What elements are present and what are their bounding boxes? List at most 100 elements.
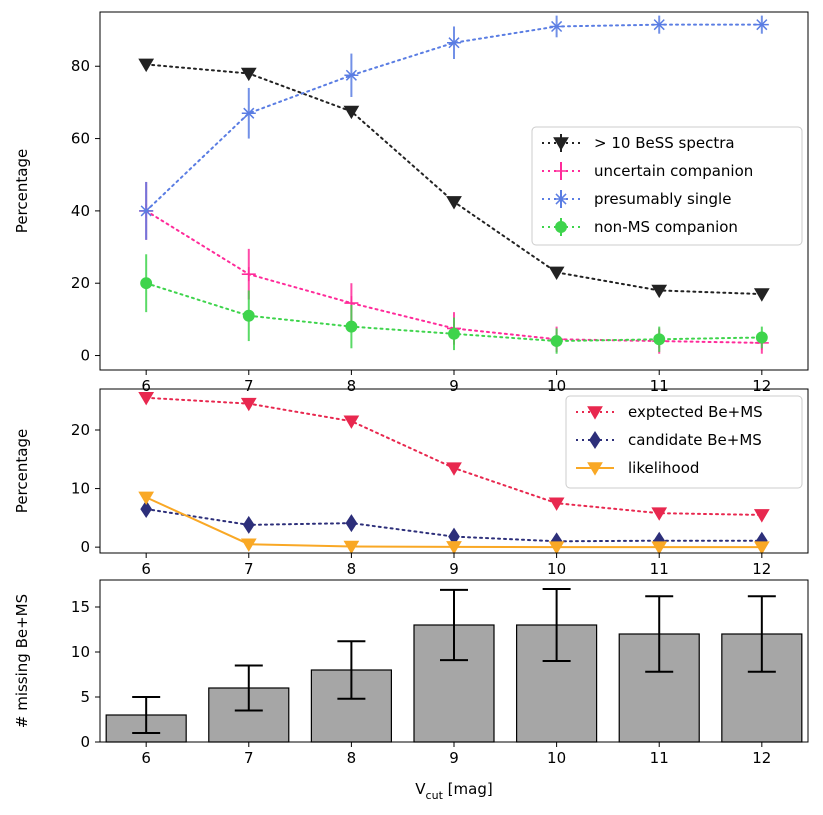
data-point — [753, 509, 770, 523]
legend-box — [531, 126, 803, 246]
x-tick-label: 6 — [141, 377, 151, 395]
legend-label: exptected Be+MS — [628, 403, 763, 421]
data-point — [653, 333, 666, 346]
legend-label: candidate Be+MS — [628, 431, 762, 449]
legend-marker — [587, 406, 603, 420]
x-tick-label: 11 — [650, 749, 669, 767]
y-tick-label: 0 — [80, 538, 90, 556]
y-tick-label: 0 — [80, 347, 90, 365]
data-point — [343, 105, 360, 120]
y-tick-label: 40 — [71, 202, 90, 220]
data-point — [240, 538, 257, 552]
x-tick-label: 11 — [650, 377, 669, 395]
data-point — [139, 205, 154, 217]
data-point — [448, 327, 460, 340]
data-point — [241, 267, 256, 282]
data-point — [446, 462, 462, 476]
middle-panel: 6 7 8 9 10 11 12 0 10 20 Percentage exptected Be+MS… — [13, 388, 809, 578]
data-point — [240, 397, 257, 412]
y-tick-label: 0 — [80, 733, 90, 751]
legend: exptected Be+MS candidate Be+MS likelihood — [565, 395, 803, 489]
series-0 — [138, 392, 770, 523]
series-2 — [138, 491, 770, 555]
legend-marker — [554, 193, 568, 205]
x-tick-label: 9 — [449, 749, 459, 767]
legend-marker — [587, 462, 603, 476]
legend-marker — [554, 164, 568, 178]
data-point — [345, 320, 358, 333]
x-axis-label: Vcut [mag] — [415, 780, 492, 802]
data-point — [753, 288, 770, 302]
data-point — [242, 515, 255, 534]
legend-label: presumably single — [594, 190, 731, 208]
data-point — [549, 20, 564, 33]
y-tick-label: 10 — [71, 480, 90, 498]
y-tick-label: 80 — [71, 57, 90, 75]
data-point — [138, 392, 155, 406]
data-point — [241, 107, 256, 119]
x-tick-label: 9 — [449, 377, 459, 395]
y-axis-label: # missing Be+MS — [13, 594, 31, 728]
legend-label: > 10 BeSS spectra — [594, 134, 735, 152]
x-tick-label: 8 — [347, 377, 357, 395]
legend-box — [565, 395, 803, 489]
x-tick-label: 12 — [752, 749, 771, 767]
legend-label: non-MS companion — [594, 218, 738, 236]
data-point — [138, 58, 155, 73]
data-point — [446, 541, 462, 555]
x-tick-label: 6 — [141, 749, 151, 767]
top-panel: 6 7 8 9 10 11 12 0 20 40 60 80 Percentage > 10 BeSS s… — [13, 11, 809, 395]
x-tick-label: 6 — [141, 560, 151, 578]
x-tick-label: 7 — [244, 560, 254, 578]
x-tick-label: 7 — [244, 749, 254, 767]
data-point — [651, 507, 668, 521]
x-tick-label: 7 — [244, 377, 254, 395]
y-axis-label: Percentage — [13, 429, 31, 513]
y-tick-label: 60 — [71, 130, 90, 148]
x-tick-label: 10 — [547, 560, 566, 578]
legend: > 10 BeSS spectra uncertain companion pres… — [531, 126, 803, 246]
y-tick-label: 15 — [71, 598, 90, 616]
data-point — [140, 277, 153, 290]
data-point — [447, 37, 461, 49]
data-point — [651, 541, 668, 555]
legend-label: likelihood — [628, 459, 699, 477]
data-point — [242, 309, 255, 322]
x-tick-label: 8 — [347, 560, 357, 578]
y-tick-label: 20 — [71, 274, 90, 292]
legend-marker — [589, 431, 601, 449]
data-point — [548, 541, 565, 555]
data-point — [652, 19, 667, 31]
x-tick-label: 8 — [347, 749, 357, 767]
x-tick-label: 10 — [547, 749, 566, 767]
data-point — [754, 19, 769, 31]
x-axis-label-main: V — [415, 780, 426, 798]
data-point — [753, 541, 770, 555]
data-point — [651, 284, 668, 299]
data-point — [548, 497, 565, 511]
data-point — [343, 540, 360, 555]
x-axis-label-sub: cut — [426, 789, 444, 802]
x-tick-label: 10 — [547, 377, 566, 395]
data-point — [344, 69, 359, 81]
y-tick-label: 5 — [80, 688, 90, 706]
x-axis-label-unit: [mag] — [443, 780, 493, 798]
data-point — [548, 266, 565, 281]
x-tick-label: 9 — [449, 560, 459, 578]
y-tick-label: 20 — [71, 421, 90, 439]
data-point — [755, 331, 768, 344]
legend-label: uncertain companion — [594, 162, 753, 180]
series-2 — [139, 15, 769, 240]
data-point — [345, 514, 358, 533]
series-3 — [140, 254, 768, 354]
y-tick-label: 10 — [71, 643, 90, 661]
legend-marker — [553, 137, 569, 151]
data-point — [140, 500, 153, 519]
data-point — [343, 415, 360, 429]
bottom-panel: 6 7 8 9 10 11 12 0 5 10 15 # missing Be+MS Vcut [mag… — [13, 579, 809, 802]
data-point — [550, 335, 563, 348]
x-tick-label: 12 — [752, 377, 771, 395]
x-tick-label: 11 — [650, 560, 669, 578]
data-point — [446, 196, 462, 210]
